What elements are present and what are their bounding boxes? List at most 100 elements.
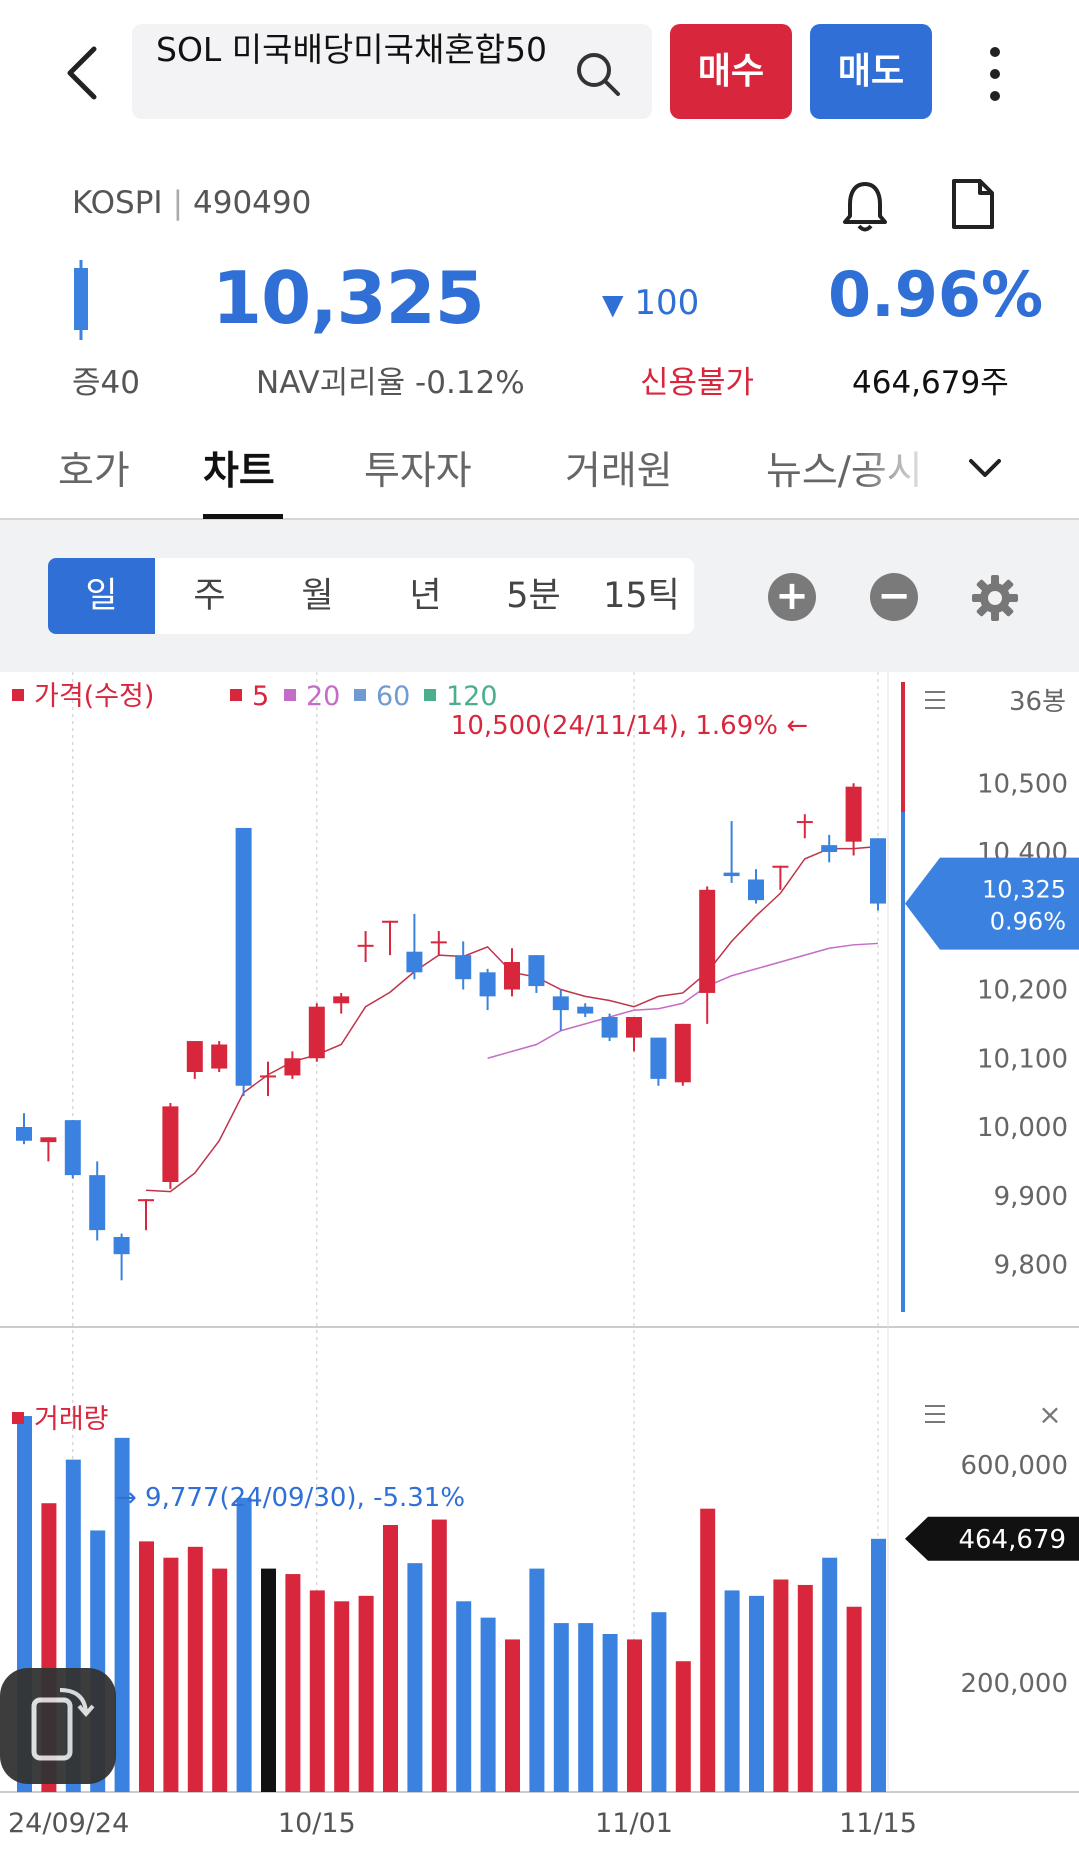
candle-body [138, 1199, 154, 1202]
volume-bar [261, 1568, 276, 1792]
legend-swatch [284, 689, 296, 701]
tab-chart[interactable]: 차트 [203, 449, 275, 494]
volume-bar [724, 1590, 740, 1792]
more-options-icon[interactable] [985, 44, 1005, 104]
volume-bar [651, 1612, 667, 1792]
document-icon[interactable] [950, 178, 996, 230]
rotate-screen-button[interactable] [0, 1668, 116, 1784]
chevron-down-icon[interactable] [967, 454, 1003, 482]
period-5min[interactable]: 5분 [506, 576, 561, 616]
candle-body [357, 944, 374, 947]
current-price-tag-value: 10,325 [982, 876, 1066, 904]
volume-bar [871, 1538, 886, 1792]
volume-y-tick-label: 600,000 [960, 1451, 1068, 1481]
volume-bar [309, 1590, 325, 1792]
volume-bar [578, 1623, 594, 1792]
candle-body [406, 951, 423, 973]
gear-icon[interactable] [970, 573, 1020, 623]
legend-label: 60 [376, 681, 410, 712]
tab-broker[interactable]: 거래원 [565, 449, 673, 494]
volume-bar [675, 1661, 691, 1792]
candle-body [235, 827, 252, 1086]
stock-code: 490490 [193, 185, 312, 221]
y-tick-label: 10,100 [977, 1044, 1068, 1074]
buy-button[interactable]: 매수 [670, 24, 792, 119]
period-year[interactable]: 년 [409, 576, 442, 616]
volume-bar [456, 1601, 472, 1792]
volume-bar [505, 1639, 520, 1792]
bar-count-label: 36봉 [1009, 687, 1066, 717]
candle-body [748, 879, 764, 901]
period-month[interactable]: 월 [301, 576, 334, 616]
high-annotation: 10,500(24/11/14), 1.69% ← [451, 711, 808, 741]
y-tick-label: 10,000 [977, 1113, 1068, 1143]
ma20-line [487, 942, 879, 1059]
tab-news[interactable]: 뉴스/공시 [766, 449, 923, 494]
candle-body [650, 1037, 667, 1079]
active-tab-indicator [203, 514, 283, 519]
candle-body [723, 872, 740, 877]
candle-body [528, 955, 545, 987]
x-tick-label: 24/09/24 [8, 1808, 129, 1839]
margin-rate: 증40 [72, 365, 140, 401]
candle-body [40, 1137, 57, 1143]
volume-bar [358, 1595, 374, 1792]
tab-order-book[interactable]: 호가 [58, 449, 130, 494]
period-selector [48, 558, 694, 634]
candle-body [162, 1106, 179, 1182]
zoom-out-icon[interactable]: − [870, 573, 918, 621]
back-arrow-icon[interactable] [62, 45, 102, 101]
candle-body [308, 1006, 325, 1059]
price-volume-chart[interactable]: 10,50010,40010,20010,10010,0009,9009,800… [0, 672, 1079, 1853]
search-icon[interactable] [574, 50, 622, 98]
current-price-tag [905, 857, 1079, 950]
tab-investor[interactable]: 투자자 [364, 449, 472, 494]
legend-label: 20 [306, 681, 340, 712]
market-code: KOSPI | 490490 [72, 185, 311, 221]
current-volume-tag-value: 464,679 [958, 1525, 1066, 1555]
candle-body [16, 1127, 32, 1141]
volume-bar [407, 1563, 423, 1792]
volume-bar [163, 1557, 179, 1792]
current-price: 10,325 [212, 256, 485, 340]
period-15tick[interactable]: 15틱 [603, 576, 680, 616]
x-tick-label: 11/01 [595, 1808, 673, 1839]
legend-swatch [354, 689, 366, 701]
y-tick-label: 9,800 [994, 1251, 1068, 1281]
legend-swatch [230, 689, 242, 701]
legend-swatch [12, 689, 24, 701]
candle-body [504, 962, 520, 990]
volume-bar [139, 1541, 154, 1792]
change-percent: 0.96% [828, 258, 1044, 331]
candle-body [577, 1006, 594, 1014]
tabs-divider [0, 518, 1079, 520]
search-box[interactable] [132, 24, 652, 119]
x-tick-label: 10/15 [278, 1808, 356, 1839]
period-week[interactable]: 주 [193, 576, 226, 616]
candle-body [626, 1017, 642, 1038]
change-value: 100 [634, 283, 700, 323]
x-tick-label: 11/15 [839, 1808, 917, 1839]
market-name: KOSPI [72, 185, 163, 221]
candle-body [211, 1044, 228, 1069]
stock-name[interactable]: SOL 미국배당미국채혼합50 [156, 30, 548, 69]
legend-label: 가격(수정) [34, 681, 154, 712]
period-day[interactable]: 일 [48, 558, 155, 634]
moving-averages [145, 845, 879, 1193]
volume-bar [822, 1557, 838, 1792]
volume-bar [553, 1623, 569, 1792]
sell-button[interactable]: 매도 [810, 24, 932, 119]
candles [16, 783, 886, 1281]
candle-body [870, 838, 886, 904]
candle-body [821, 845, 838, 852]
zoom-in-icon[interactable]: + [768, 573, 816, 621]
current-volume-tag [905, 1516, 1079, 1561]
candle-body [479, 972, 496, 997]
volume-legend-label: 거래량 [34, 1404, 109, 1435]
price-change: ▼ 100 [602, 283, 699, 323]
y-tick-label: 10,500 [977, 769, 1068, 799]
ma5-line [145, 845, 879, 1193]
bell-icon[interactable] [840, 178, 890, 234]
volume-bar [797, 1584, 813, 1792]
volume-bar [773, 1579, 789, 1792]
